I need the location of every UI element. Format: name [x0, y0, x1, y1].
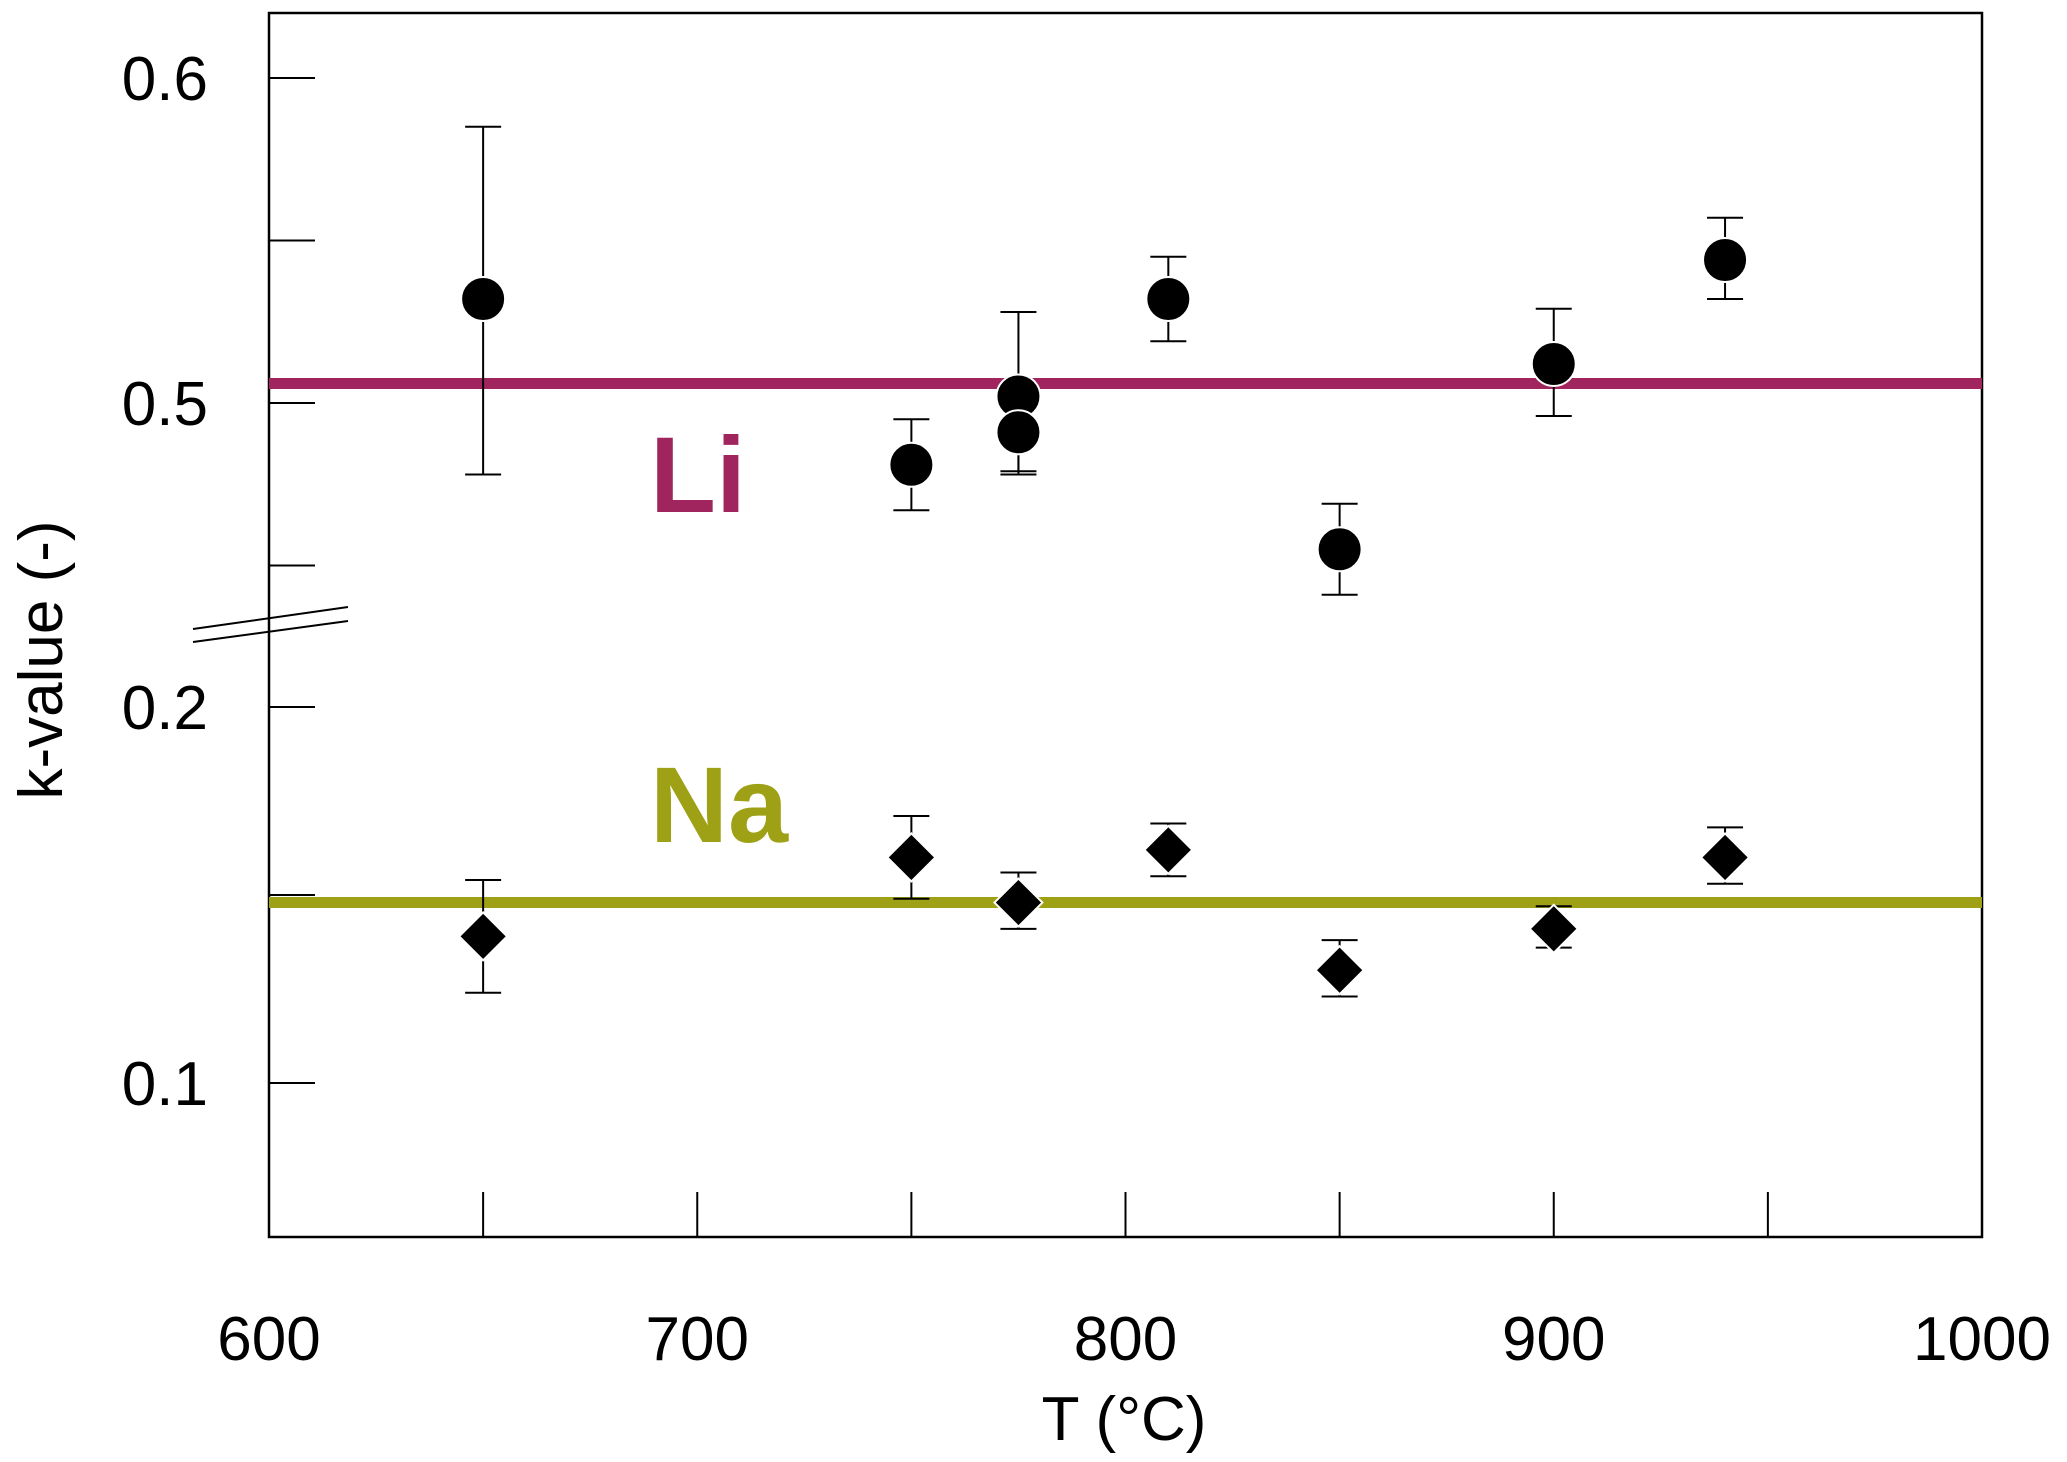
data-point-na [1528, 903, 1580, 955]
plot-frame [267, 11, 1984, 1239]
data-point-na [1699, 831, 1751, 883]
data-point-na [1314, 944, 1366, 996]
x-tick-label: 1000 [1913, 1305, 2051, 1374]
data-point-li [460, 276, 507, 322]
data-point-li [1530, 341, 1577, 387]
x-tick-label: 700 [646, 1305, 749, 1374]
data-point-li [1316, 526, 1363, 573]
y-tick-label: 0.1 [122, 1050, 208, 1119]
error-bars [465, 125, 1744, 998]
y-tick-label: 0.6 [122, 45, 208, 114]
y-axis-title: k-value (-) [7, 520, 76, 799]
data-point-na [993, 877, 1044, 928]
data-point-li [888, 441, 935, 488]
axis-ticks [269, 77, 1769, 1237]
mean-lines [269, 378, 1982, 909]
data-point-li [1702, 237, 1749, 283]
data-point-na [457, 910, 509, 962]
data-point-na [885, 831, 937, 883]
x-tick-label: 800 [1074, 1305, 1177, 1374]
axis-tick-labels: 600 700 800 900 1000 0.5 0.6 0.1 0.2 [122, 45, 2051, 1374]
series-label-li: Li [650, 414, 746, 535]
x-axis-title: T (°C) [1042, 1385, 1207, 1454]
data-point-na [1142, 824, 1194, 876]
y-tick-label: 0.2 [122, 674, 208, 743]
x-tick-label: 900 [1502, 1305, 1605, 1374]
data-point-li [1145, 276, 1192, 322]
axis-break-mark [192, 606, 349, 643]
y-tick-label: 0.5 [122, 370, 208, 439]
series-label-na: Na [650, 744, 789, 865]
x-tick-label: 600 [217, 1305, 320, 1374]
data-markers [457, 237, 1751, 996]
data-point-li [995, 409, 1042, 456]
